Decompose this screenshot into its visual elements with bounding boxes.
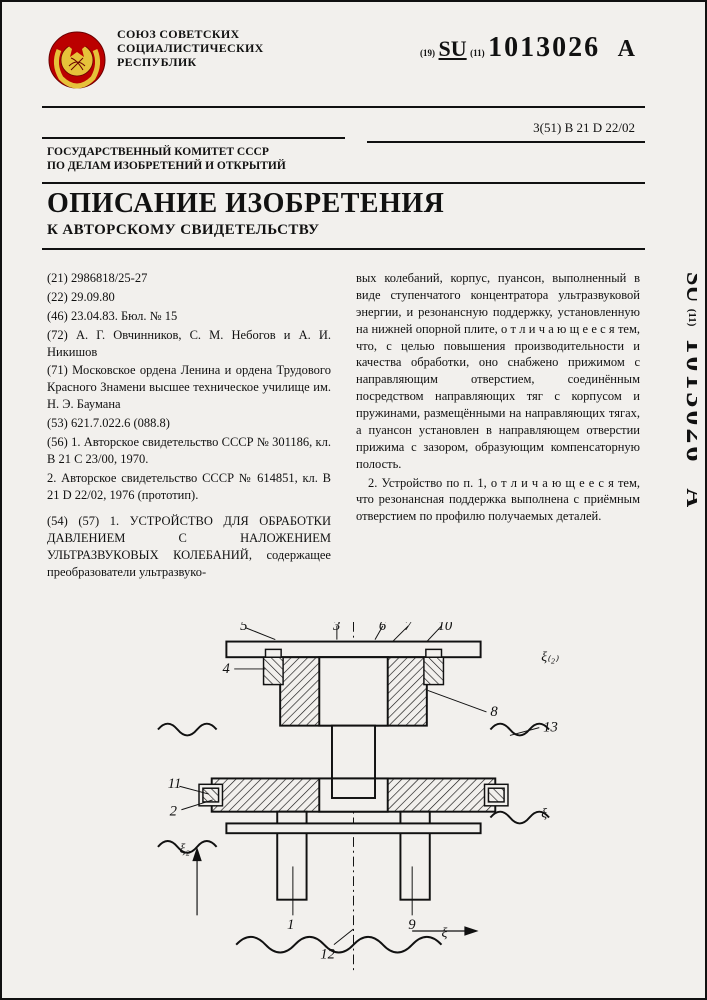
side-num: 1013026: [680, 338, 697, 464]
right-column: вых колебаний, корпус, пуансон, выполнен…: [356, 270, 640, 583]
fig-label: 3: [332, 622, 340, 634]
org-line: РЕСПУБЛИК: [117, 56, 264, 70]
field-71: (71) Московское ордена Ленина и ордена Т…: [47, 362, 331, 413]
fig-label: 8: [490, 704, 498, 720]
side-sub: (11): [686, 309, 697, 327]
title-main: ОПИСАНИЕ ИЗОБРЕТЕНИЯ: [47, 188, 444, 220]
field-53: (53) 621.7.022.6 (088.8): [47, 415, 331, 432]
field-22: (22) 29.09.80: [47, 289, 331, 306]
fig-label: 6: [379, 622, 387, 634]
field-56b: 2. Авторское свидетельство СССР № 614851…: [47, 470, 331, 504]
classif-prefix: 3(51): [533, 120, 561, 135]
code-number: 1013026: [488, 32, 600, 63]
document-title-block: ОПИСАНИЕ ИЗОБРЕТЕНИЯ К АВТОРСКОМУ СВИДЕТ…: [47, 188, 444, 239]
abstract-p1: вых колебаний, корпус, пуансон, выполнен…: [356, 270, 640, 473]
committee-line: ПО ДЕЛАМ ИЗОБРЕТЕНИЙ И ОТКРЫТИЙ: [47, 160, 286, 174]
side-a: A: [681, 488, 697, 507]
svg-text:ξ: ξ: [541, 806, 547, 821]
svg-text:SU (11) 10: SU (11) 1013026 A: [680, 272, 697, 507]
issuing-org: СОЮЗ СОВЕТСКИХ СОЦИАЛИСТИЧЕСКИХ РЕСПУБЛИ…: [117, 28, 264, 69]
publication-code: (19) SU (11) 1013026 A: [420, 32, 635, 64]
fig-label: 5: [240, 622, 247, 634]
ipc-classification: 3(51) В 21 D 22/02: [533, 120, 635, 136]
svg-text:ξ₍₂₎: ξ₍₂₎: [541, 649, 559, 664]
technical-drawing: ξ₂ ξ₍₂₎ ξ ξ 5 3 6: [112, 622, 595, 974]
code-19: (19): [420, 48, 435, 58]
svg-text:ξ: ξ: [441, 925, 447, 940]
field-21: (21) 2986818/25-27: [47, 270, 331, 287]
field-56a: (56) 1. Авторское свидетельство СССР № 3…: [47, 434, 331, 468]
committee-line: ГОСУДАРСТВЕННЫЙ КОМИТЕТ СССР: [47, 146, 286, 160]
fig-label: 12: [320, 946, 335, 962]
field-54-57: (54) (57) 1. УСТРОЙСТВО ДЛЯ ОБРАБОТКИ ДА…: [47, 513, 331, 581]
fig-label: 4: [222, 661, 229, 677]
classif-code: В 21 D 22/02: [565, 120, 635, 135]
left-column: (21) 2986818/25-27 (22) 29.09.80 (46) 23…: [47, 270, 331, 583]
fig-label: 1: [287, 917, 294, 933]
org-line: СОЮЗ СОВЕТСКИХ: [117, 28, 264, 42]
fig-label: 11: [168, 776, 182, 792]
ussr-emblem-icon: [47, 30, 107, 90]
code-su: SU: [439, 36, 467, 61]
abstract-p2: 2. Устройство по п. 1, о т л и ч а ю щ е…: [356, 475, 640, 526]
title-sub: К АВТОРСКОМУ СВИДЕТЕЛЬСТВУ: [47, 222, 444, 239]
side-su: SU: [681, 272, 697, 303]
fig-label: 2: [170, 804, 177, 820]
fig-label: 13: [543, 720, 558, 736]
fig-label: 10: [438, 622, 453, 634]
side-doc-code: SU (11) 1013026 A: [657, 242, 697, 942]
committee-name: ГОСУДАРСТВЕННЫЙ КОМИТЕТ СССР ПО ДЕЛАМ ИЗ…: [47, 146, 286, 174]
field-46: (46) 23.04.83. Бюл. № 15: [47, 308, 331, 325]
code-a: A: [618, 36, 635, 62]
field-72: (72) А. Г. Овчинников, С. М. Небогов и А…: [47, 327, 331, 361]
org-line: СОЦИАЛИСТИЧЕСКИХ: [117, 42, 264, 56]
fig-label: 7: [404, 622, 412, 634]
svg-text:ξ₂: ξ₂: [179, 841, 190, 856]
code-11: (11): [470, 48, 485, 58]
